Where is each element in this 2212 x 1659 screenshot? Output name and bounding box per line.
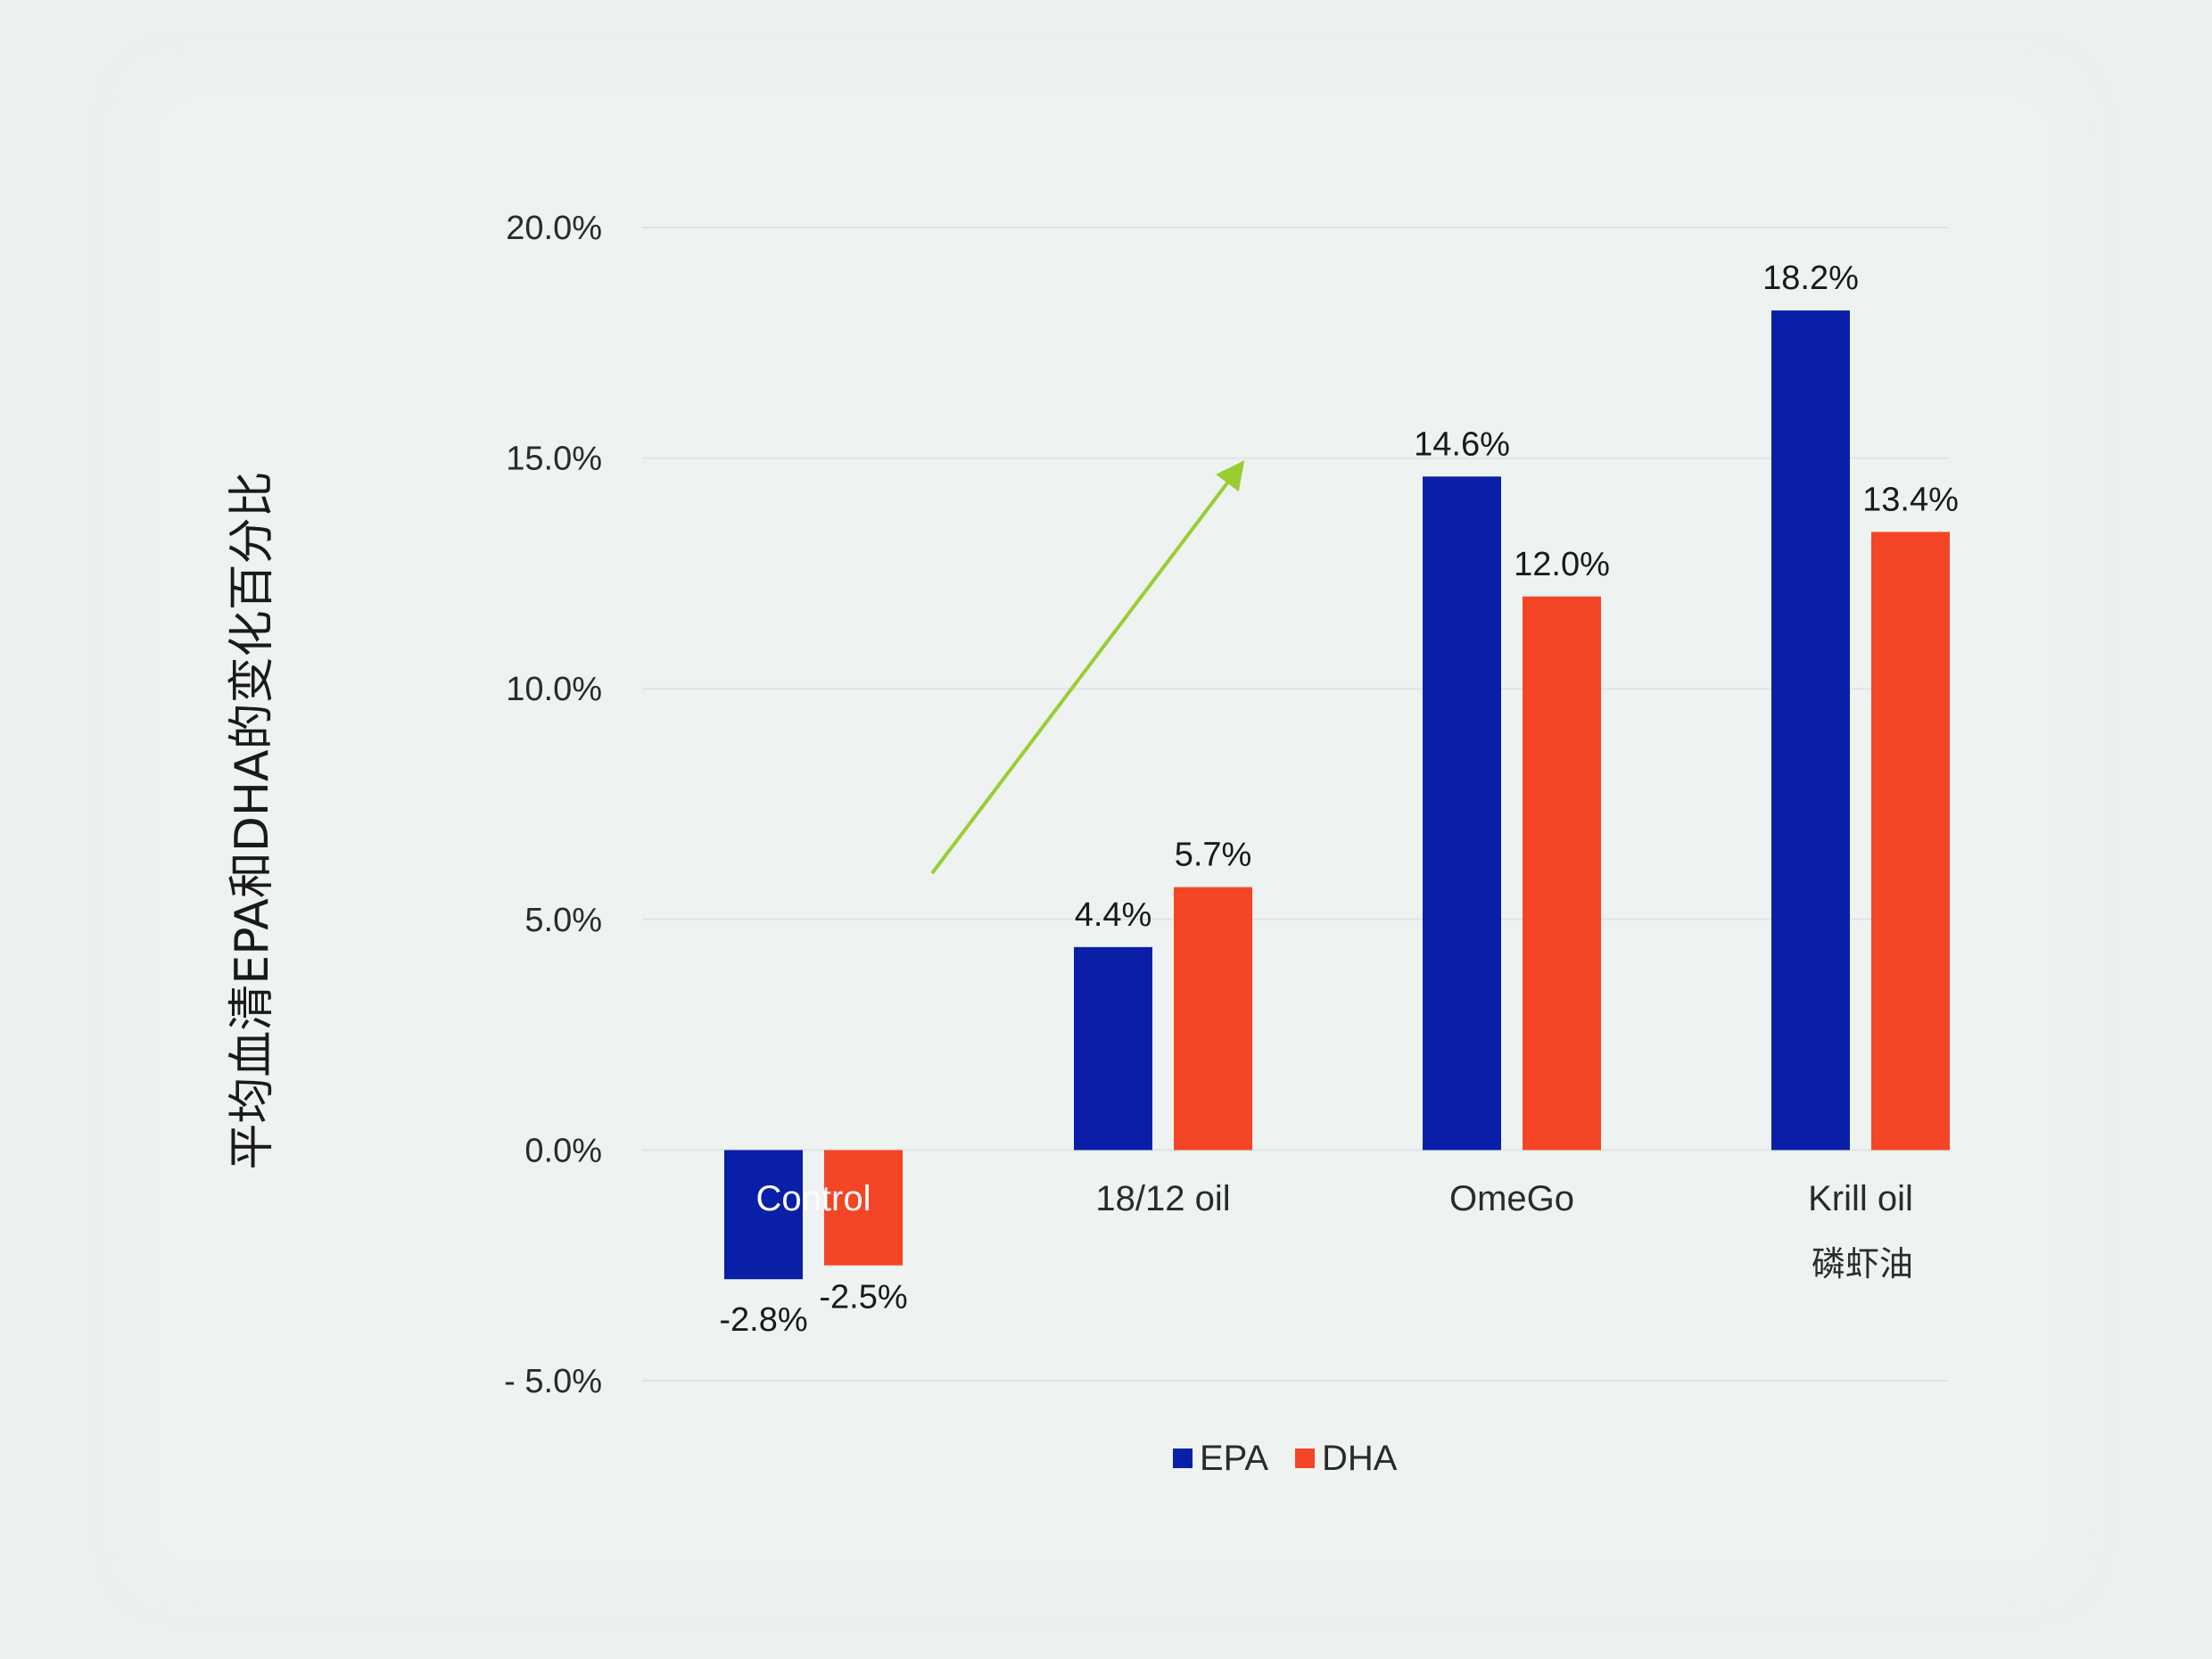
- bars: [724, 310, 1950, 1280]
- value-label: -2.5%: [819, 1279, 907, 1316]
- category-sublabel: 磷虾油: [1812, 1244, 1913, 1283]
- value-label: 4.4%: [1075, 896, 1152, 934]
- y-axis-ticks: 20.0% 15.0% 10.0% 5.0% 0.0% - 5.0%: [504, 210, 602, 1400]
- bar-epa: [724, 1150, 803, 1280]
- legend-swatch-dha: [1295, 1449, 1315, 1468]
- legend-label-epa: EPA: [1200, 1439, 1268, 1478]
- bar-epa: [1771, 310, 1850, 1151]
- y-tick-label: - 5.0%: [504, 1363, 602, 1400]
- value-label: -2.8%: [719, 1301, 807, 1339]
- value-label: 5.7%: [1175, 837, 1252, 874]
- value-labels: -2.8% -2.5% 4.4% 5.7% 14.6% 12.0% 18.2% 13.4%: [719, 260, 1959, 1339]
- y-axis-label: 平均血清EPA和DHA的变化百分比: [226, 471, 279, 1169]
- bar-epa: [1074, 946, 1152, 1151]
- y-tick-label: 10.0%: [506, 671, 602, 708]
- bar-dha: [1871, 532, 1950, 1151]
- annotations: [930, 460, 1245, 875]
- value-label: 13.4%: [1862, 481, 1959, 518]
- value-label: 12.0%: [1514, 546, 1610, 583]
- trend-arrow: [930, 460, 1245, 875]
- bar-dha: [1523, 596, 1601, 1151]
- legend: EPA DHA: [1173, 1439, 1398, 1478]
- legend-label-dha: DHA: [1322, 1439, 1398, 1478]
- bar-dha: [1174, 887, 1252, 1151]
- y-tick-label: 0.0%: [524, 1132, 602, 1169]
- bar-epa: [1423, 476, 1501, 1151]
- legend-swatch-epa: [1173, 1449, 1193, 1468]
- category-label: 18/12 oil: [1095, 1179, 1230, 1218]
- x-axis-categories: Control 18/12 oil OmeGo Krill oil 磷虾油: [756, 1179, 1913, 1283]
- value-label: 18.2%: [1762, 260, 1859, 297]
- category-label: Krill oil: [1808, 1179, 1913, 1218]
- category-label: OmeGo: [1449, 1179, 1574, 1218]
- y-tick-label: 5.0%: [524, 902, 602, 939]
- bar-dha: [824, 1150, 903, 1266]
- category-label: Control: [756, 1179, 871, 1218]
- y-tick-label: 20.0%: [506, 210, 602, 247]
- value-label: 14.6%: [1414, 425, 1510, 463]
- chart-card: 20.0% 15.0% 10.0% 5.0% 0.0% - 5.0% -2.8% -2.5%…: [174, 114, 2034, 1546]
- y-tick-label: 15.0%: [506, 441, 602, 478]
